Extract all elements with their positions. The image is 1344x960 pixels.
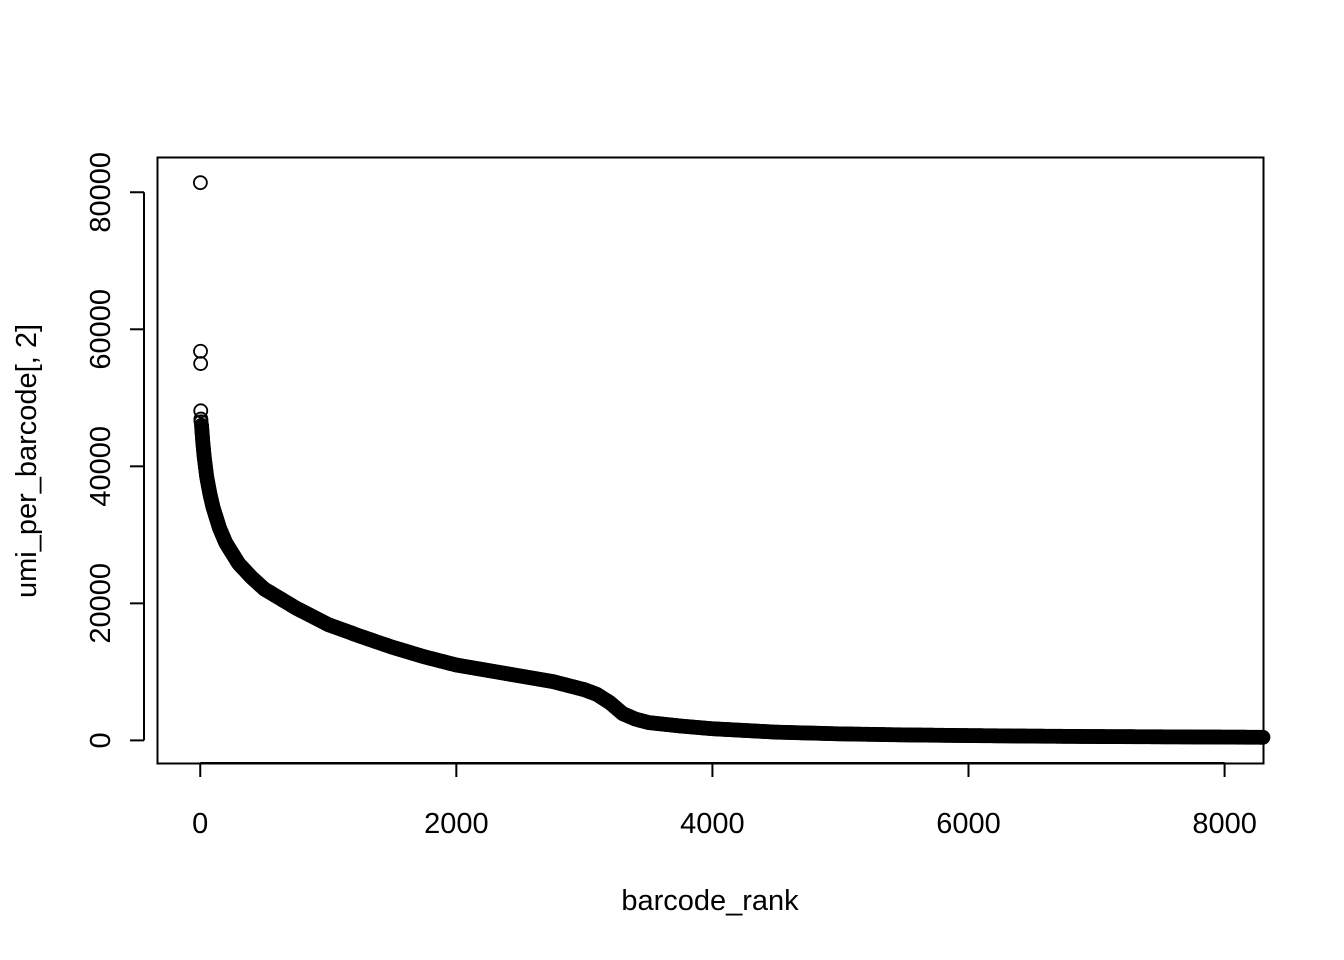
data-point-outlier: [193, 356, 209, 371]
y-axis-label: umi_per_barcode[, 2]: [11, 324, 43, 598]
data-point-outlier: [193, 403, 209, 419]
x-axis: 0 2000 4000 6000 8000: [192, 762, 1257, 840]
y-tick-label: 20000: [85, 563, 117, 644]
y-tick-label: 80000: [85, 152, 117, 233]
y-tick-label: 60000: [85, 289, 117, 370]
x-tick-label: 2000: [424, 808, 489, 840]
data-point-outlier: [192, 175, 208, 191]
x-tick-label: 8000: [1192, 808, 1257, 840]
x-tick-label: 4000: [680, 808, 745, 840]
x-tick-label: 6000: [936, 808, 1001, 840]
y-tick-label: 40000: [85, 426, 117, 507]
x-axis-label: barcode_rank: [621, 885, 799, 917]
x-tick-label: 0: [192, 808, 208, 840]
y-axis: 0 20000 40000 60000 80000: [85, 152, 145, 748]
data-points: [192, 175, 1271, 745]
y-tick-label: 0: [85, 732, 117, 748]
